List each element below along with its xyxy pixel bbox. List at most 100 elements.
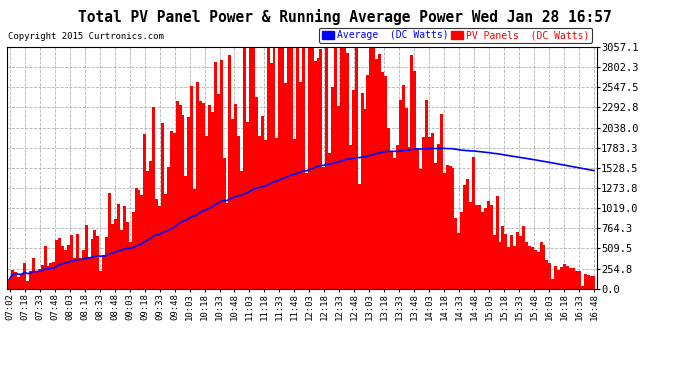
Bar	[364, 109, 366, 289]
Bar	[208, 105, 211, 289]
Bar	[422, 137, 425, 289]
Bar	[23, 263, 26, 289]
Bar	[85, 225, 88, 289]
Bar	[158, 206, 161, 289]
Bar	[346, 53, 349, 289]
Bar	[484, 208, 486, 289]
Bar	[563, 264, 566, 289]
Bar	[495, 196, 499, 289]
Bar	[302, 47, 305, 289]
Bar	[578, 271, 581, 289]
Bar	[328, 153, 331, 289]
Bar	[284, 83, 287, 289]
Bar	[402, 85, 404, 289]
Bar	[331, 87, 334, 289]
Bar	[67, 244, 70, 289]
Bar	[135, 188, 137, 289]
Bar	[170, 131, 172, 289]
Bar	[102, 255, 106, 289]
Bar	[384, 76, 387, 289]
Bar	[8, 279, 11, 289]
Bar	[149, 161, 152, 289]
Bar	[575, 271, 578, 289]
Bar	[176, 101, 179, 289]
Bar	[361, 93, 364, 289]
Bar	[231, 119, 235, 289]
Bar	[373, 47, 375, 289]
Bar	[308, 47, 310, 289]
Bar	[560, 267, 563, 289]
Bar	[355, 47, 357, 289]
Bar	[490, 204, 493, 289]
Bar	[126, 222, 129, 289]
Bar	[219, 60, 223, 289]
Bar	[275, 138, 278, 289]
Bar	[52, 262, 55, 289]
Bar	[108, 194, 111, 289]
Bar	[572, 268, 575, 289]
Bar	[317, 57, 319, 289]
Bar	[340, 47, 343, 289]
Bar	[528, 246, 531, 289]
Bar	[252, 47, 255, 289]
Bar	[93, 230, 97, 289]
Bar	[584, 274, 586, 289]
Bar	[34, 271, 38, 289]
Bar	[326, 47, 328, 289]
Bar	[172, 133, 176, 289]
Bar	[478, 205, 481, 289]
Bar	[199, 101, 202, 289]
Bar	[310, 47, 314, 289]
Bar	[469, 201, 472, 289]
Bar	[32, 258, 34, 289]
Bar	[593, 276, 595, 289]
Bar	[20, 274, 23, 289]
Bar	[486, 201, 490, 289]
Bar	[322, 166, 326, 289]
Bar	[190, 86, 193, 289]
Bar	[537, 252, 540, 289]
Bar	[132, 211, 135, 289]
Bar	[448, 165, 451, 289]
Bar	[266, 47, 270, 289]
Bar	[431, 133, 434, 289]
Bar	[97, 236, 99, 289]
Bar	[463, 185, 466, 289]
Bar	[235, 104, 237, 289]
Bar	[457, 232, 460, 289]
Bar	[455, 218, 457, 289]
Bar	[106, 237, 108, 289]
Bar	[255, 97, 258, 289]
Bar	[522, 226, 525, 289]
Bar	[61, 246, 64, 289]
Bar	[443, 173, 446, 289]
Bar	[111, 224, 114, 289]
Bar	[205, 136, 208, 289]
Text: Copyright 2015 Curtronics.com: Copyright 2015 Curtronics.com	[8, 32, 164, 41]
Bar	[451, 168, 455, 289]
Bar	[81, 250, 85, 289]
Bar	[581, 286, 584, 289]
Bar	[38, 269, 41, 289]
Bar	[343, 47, 346, 289]
Bar	[29, 271, 32, 289]
Bar	[566, 266, 569, 289]
Bar	[246, 122, 249, 289]
Bar	[511, 236, 513, 289]
Bar	[117, 204, 120, 289]
Bar	[223, 158, 226, 289]
Bar	[249, 47, 252, 289]
Bar	[202, 103, 205, 289]
Bar	[558, 270, 560, 289]
Bar	[11, 270, 14, 289]
Bar	[70, 236, 73, 289]
Bar	[314, 61, 317, 289]
Bar	[369, 47, 373, 289]
Bar	[586, 274, 589, 289]
Bar	[293, 139, 296, 289]
Bar	[507, 247, 511, 289]
Bar	[243, 47, 246, 289]
Bar	[472, 157, 475, 289]
Bar	[434, 163, 437, 289]
Bar	[73, 258, 76, 289]
